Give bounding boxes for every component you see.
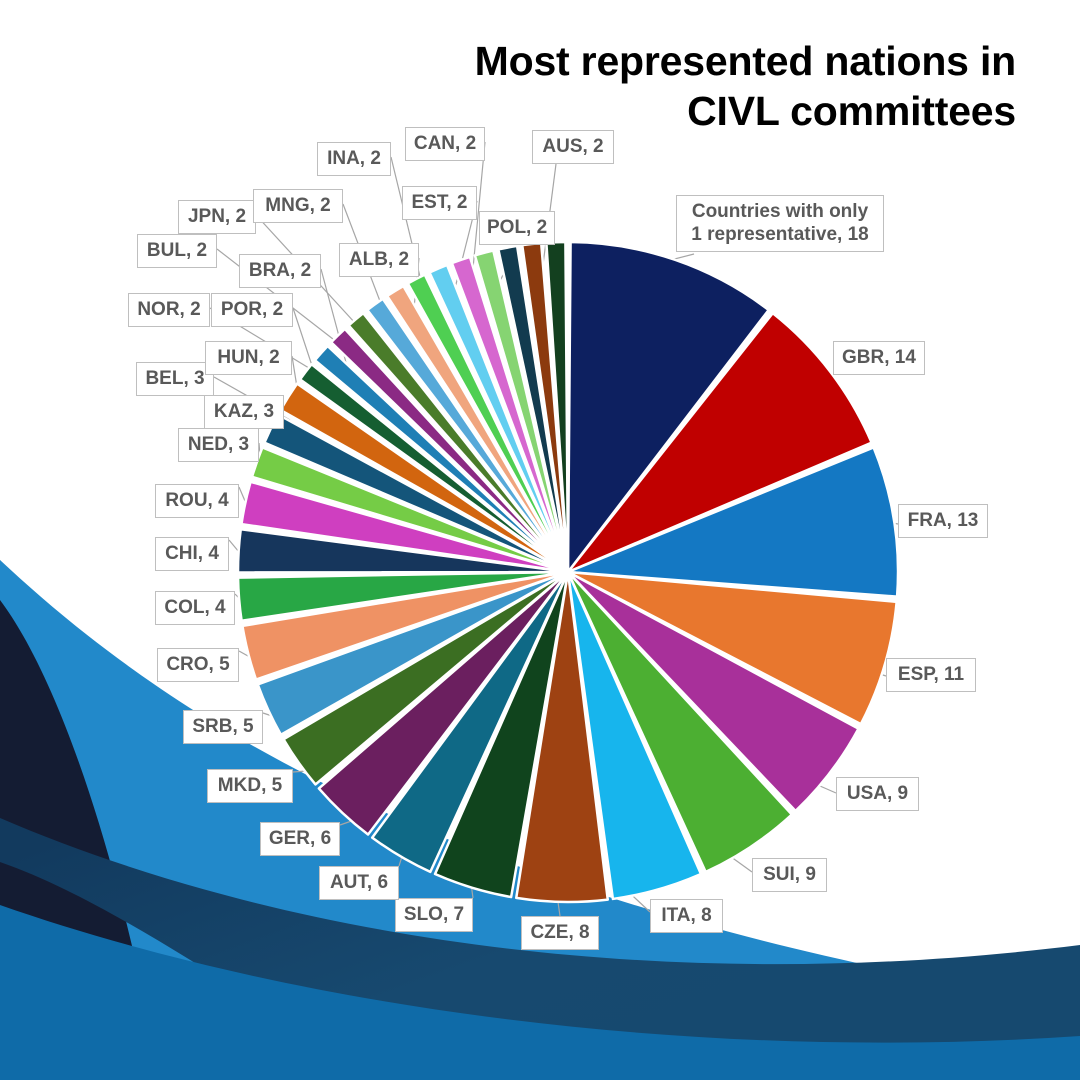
- data-label-ned[interactable]: NED, 3: [178, 428, 259, 463]
- data-label-mkd[interactable]: MKD, 5: [207, 769, 293, 804]
- pie-slice[interactable]: [317, 570, 570, 836]
- data-label-kaz[interactable]: KAZ, 3: [204, 395, 284, 430]
- pie-slice[interactable]: [566, 570, 703, 901]
- data-label-nor[interactable]: NOR, 2: [128, 293, 210, 328]
- pie-slice[interactable]: [514, 570, 609, 904]
- page-title: Most represented nations in CIVL committ…: [396, 36, 1017, 136]
- data-label-bra[interactable]: BRA, 2: [239, 254, 321, 289]
- page-title-line-1: Most represented nations in: [474, 38, 1017, 84]
- pie-slice[interactable]: [366, 297, 570, 574]
- data-label-ger[interactable]: GER, 6: [260, 822, 340, 857]
- pie-slice[interactable]: [428, 263, 570, 574]
- wave-mid-blue-shape: [0, 905, 1080, 1080]
- data-label-bel[interactable]: BEL, 3: [136, 362, 214, 397]
- page-title-line-2: CIVL committees: [687, 88, 1016, 135]
- pie-slice[interactable]: [256, 570, 570, 736]
- pie-slice[interactable]: [236, 570, 570, 623]
- pie-slice[interactable]: [497, 244, 570, 574]
- data-label-chi[interactable]: CHI, 4: [155, 537, 229, 572]
- data-label-aus[interactable]: AUS, 2: [532, 130, 614, 165]
- pie-slice[interactable]: [450, 255, 570, 574]
- pie-slice[interactable]: [370, 570, 570, 874]
- pie-slice[interactable]: [313, 344, 570, 574]
- data-label-hun[interactable]: HUN, 2: [205, 341, 292, 376]
- pie-slice[interactable]: [473, 249, 570, 574]
- pie-slice[interactable]: [566, 570, 794, 874]
- data-label-slo[interactable]: SLO, 7: [395, 898, 473, 933]
- data-label-gbr[interactable]: GBR, 14: [833, 341, 925, 376]
- data-label-pol[interactable]: POL, 2: [479, 211, 555, 246]
- wave-dark-blue-shape: [0, 818, 1080, 1080]
- pie-slice[interactable]: [241, 570, 570, 681]
- data-label-cze[interactable]: CZE, 8: [521, 916, 599, 951]
- pie-slice[interactable]: [433, 570, 570, 899]
- data-label-est[interactable]: EST, 2: [402, 186, 477, 221]
- pie-slice[interactable]: [566, 311, 873, 574]
- pie-slice[interactable]: [240, 480, 570, 574]
- pie-slice[interactable]: [282, 570, 570, 786]
- data-label-aut[interactable]: AUT, 6: [319, 866, 399, 901]
- pie-slice[interactable]: [406, 273, 570, 574]
- data-label-por[interactable]: POR, 2: [211, 293, 293, 328]
- pie-slice[interactable]: [329, 327, 570, 574]
- data-label-bul[interactable]: BUL, 2: [137, 234, 217, 269]
- data-label-jpn[interactable]: JPN, 2: [178, 200, 256, 235]
- data-label-mng[interactable]: MNG, 2: [253, 189, 343, 224]
- data-label-can[interactable]: CAN, 2: [405, 127, 485, 162]
- data-label-rou[interactable]: ROU, 4: [155, 484, 239, 519]
- pie-slice[interactable]: [566, 446, 900, 598]
- pie-slice[interactable]: [385, 284, 570, 574]
- data-label-usa[interactable]: USA, 9: [836, 777, 919, 812]
- pie-slice[interactable]: [566, 240, 770, 574]
- data-label-srb[interactable]: SRB, 5: [183, 710, 263, 745]
- pie-slice[interactable]: [566, 570, 898, 726]
- pie-slice[interactable]: [298, 362, 570, 574]
- data-label-sui[interactable]: SUI, 9: [752, 858, 827, 893]
- data-label-ita[interactable]: ITA, 8: [650, 899, 723, 934]
- data-label-one_rep[interactable]: Countries with only 1 representative, 18: [676, 195, 884, 253]
- data-label-col[interactable]: COL, 4: [155, 591, 235, 626]
- pie-slice[interactable]: [566, 570, 860, 813]
- data-label-fra[interactable]: FRA, 13: [898, 504, 988, 539]
- pie-slice[interactable]: [347, 311, 570, 574]
- pie-slices-group: [236, 240, 900, 904]
- data-label-cro[interactable]: CRO, 5: [157, 648, 239, 683]
- data-label-ina[interactable]: INA, 2: [317, 142, 391, 177]
- data-label-esp[interactable]: ESP, 11: [886, 658, 976, 693]
- pie-slice[interactable]: [236, 527, 570, 574]
- data-label-alb[interactable]: ALB, 2: [339, 243, 419, 278]
